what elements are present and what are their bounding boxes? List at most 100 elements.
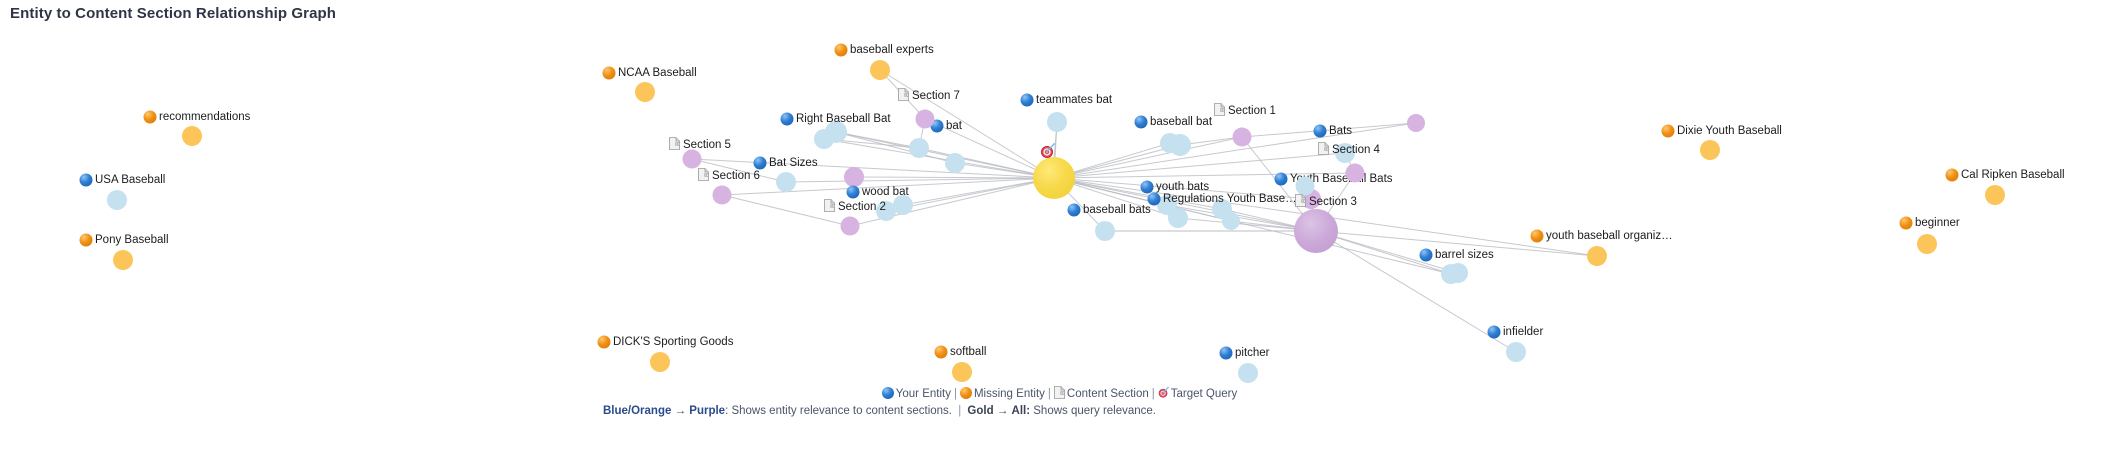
section-label: Section 2 xyxy=(838,201,886,213)
graph-node[interactable] xyxy=(945,153,965,173)
content-section-node[interactable]: Section 4 xyxy=(1318,140,1380,158)
graph-edge xyxy=(835,131,1055,179)
entity-ring-node[interactable] xyxy=(113,250,133,270)
entity-label: baseball bat xyxy=(1150,116,1213,128)
legend-arrow-2: → xyxy=(996,405,1009,417)
entity-ring-node[interactable] xyxy=(1587,246,1607,266)
entity-ring-node[interactable] xyxy=(1095,221,1115,241)
entity-marker-icon[interactable] xyxy=(1140,180,1154,194)
section-label: Section 6 xyxy=(712,170,760,182)
content-section-node[interactable]: Section 7 xyxy=(898,86,960,104)
entity-ring-node[interactable] xyxy=(952,362,972,382)
entity-ring-node[interactable] xyxy=(1335,143,1355,163)
entity-marker-icon[interactable] xyxy=(1313,124,1327,138)
graph-edge xyxy=(835,131,956,164)
graph-node[interactable] xyxy=(1407,114,1425,132)
entity-ring-node[interactable] xyxy=(107,190,127,210)
entity-label: Regulations Youth Base… xyxy=(1163,193,1297,205)
content-section-node[interactable]: Section 6 xyxy=(698,166,760,184)
missing-entity-marker-icon[interactable] xyxy=(597,335,611,349)
missing-entity-marker-icon[interactable] xyxy=(934,345,948,359)
section-label: Section 7 xyxy=(912,90,960,102)
entity-marker-icon[interactable] xyxy=(846,185,860,199)
entity-ring-node[interactable] xyxy=(1917,234,1937,254)
graph-node[interactable] xyxy=(893,195,913,215)
missing-entity-marker-icon[interactable] xyxy=(1661,124,1675,138)
graph-node[interactable] xyxy=(1222,212,1240,230)
entity-ring-node[interactable] xyxy=(1700,140,1720,160)
orange-sphere-icon xyxy=(959,387,972,399)
entity-label: barrel sizes xyxy=(1435,249,1494,261)
entity-label: NCAA Baseball xyxy=(618,67,697,79)
section-hub[interactable] xyxy=(1294,209,1338,253)
entity-marker-icon[interactable] xyxy=(1020,93,1034,107)
legend-separator: | xyxy=(1047,388,1051,400)
missing-entity-marker-icon[interactable] xyxy=(79,233,93,247)
content-section-node[interactable]: Section 1 xyxy=(1214,101,1276,119)
section-ring-node[interactable] xyxy=(915,109,935,129)
entity-marker-icon[interactable] xyxy=(1487,325,1501,339)
document-icon xyxy=(824,199,836,212)
target-query-icon[interactable] xyxy=(1040,142,1058,160)
entity-ring-node[interactable] xyxy=(635,82,655,102)
missing-entity-marker-icon[interactable] xyxy=(834,43,848,57)
entity-marker-icon[interactable] xyxy=(1134,115,1148,129)
legend-purple-term: Purple xyxy=(689,405,726,417)
entity-ring-node[interactable] xyxy=(814,129,834,149)
legend-item-label: Your Entity xyxy=(895,388,951,400)
entity-ring-node[interactable] xyxy=(909,138,929,158)
legend-item-label: Missing Entity xyxy=(973,388,1045,400)
entity-label: softball xyxy=(950,346,987,358)
entity-ring-node[interactable] xyxy=(1238,363,1258,383)
missing-entity-marker-icon[interactable] xyxy=(602,66,616,80)
section-ring-node[interactable] xyxy=(1295,176,1315,196)
entity-marker-icon[interactable] xyxy=(930,119,944,133)
graph-edge xyxy=(835,131,920,149)
section-label: Section 4 xyxy=(1332,144,1380,156)
graph-edge xyxy=(785,177,1055,183)
entity-marker-icon[interactable] xyxy=(780,112,794,126)
entity-marker-icon[interactable] xyxy=(1274,172,1288,186)
entity-ring-node[interactable] xyxy=(182,126,202,146)
graph-node[interactable] xyxy=(844,167,864,187)
entity-ring-node[interactable] xyxy=(776,172,796,192)
entity-ring-node[interactable] xyxy=(1985,185,2005,205)
missing-entity-marker-icon[interactable] xyxy=(1899,216,1913,230)
section-label: Section 3 xyxy=(1309,196,1357,208)
entity-marker-icon[interactable] xyxy=(1067,203,1081,217)
entity-ring-node[interactable] xyxy=(650,352,670,372)
entity-marker-icon[interactable] xyxy=(1219,346,1233,360)
section-ring-node[interactable] xyxy=(682,149,702,169)
query-hub[interactable] xyxy=(1033,157,1075,199)
entity-ring-node[interactable] xyxy=(1441,264,1461,284)
blue-sphere-icon xyxy=(881,387,894,399)
section-ring-node[interactable] xyxy=(1232,127,1252,147)
document-icon xyxy=(1054,386,1065,399)
content-section-node[interactable]: Section 2 xyxy=(824,197,886,215)
missing-entity-marker-icon[interactable] xyxy=(1530,229,1544,243)
entity-marker-icon[interactable] xyxy=(1147,192,1161,206)
entity-ring-node[interactable] xyxy=(1160,133,1180,153)
entity-ring-node[interactable] xyxy=(876,201,896,221)
entity-label: wood bat xyxy=(862,186,909,198)
missing-entity-marker-icon[interactable] xyxy=(143,110,157,124)
entity-marker-icon[interactable] xyxy=(1419,248,1433,262)
content-section-node[interactable]: Section 5 xyxy=(669,135,731,153)
entity-marker-icon[interactable] xyxy=(753,156,767,170)
missing-entity-marker-icon[interactable] xyxy=(1945,168,1959,182)
entity-ring-node[interactable] xyxy=(1047,112,1067,132)
page-title: Entity to Content Section Relationship G… xyxy=(10,5,337,22)
entity-marker-icon[interactable] xyxy=(79,173,93,187)
section-ring-node[interactable] xyxy=(1345,163,1365,183)
entity-label: USA Baseball xyxy=(95,174,166,186)
entity-ring-node[interactable] xyxy=(1168,208,1188,228)
graph-edge xyxy=(902,177,1055,206)
entity-ring-node[interactable] xyxy=(870,60,890,80)
entity-ring-node[interactable] xyxy=(1506,342,1526,362)
content-section-node[interactable]: Section 3 xyxy=(1295,192,1357,210)
section-ring-node[interactable] xyxy=(712,185,732,205)
graph-edge xyxy=(853,176,1055,179)
section-ring-node[interactable] xyxy=(840,216,860,236)
